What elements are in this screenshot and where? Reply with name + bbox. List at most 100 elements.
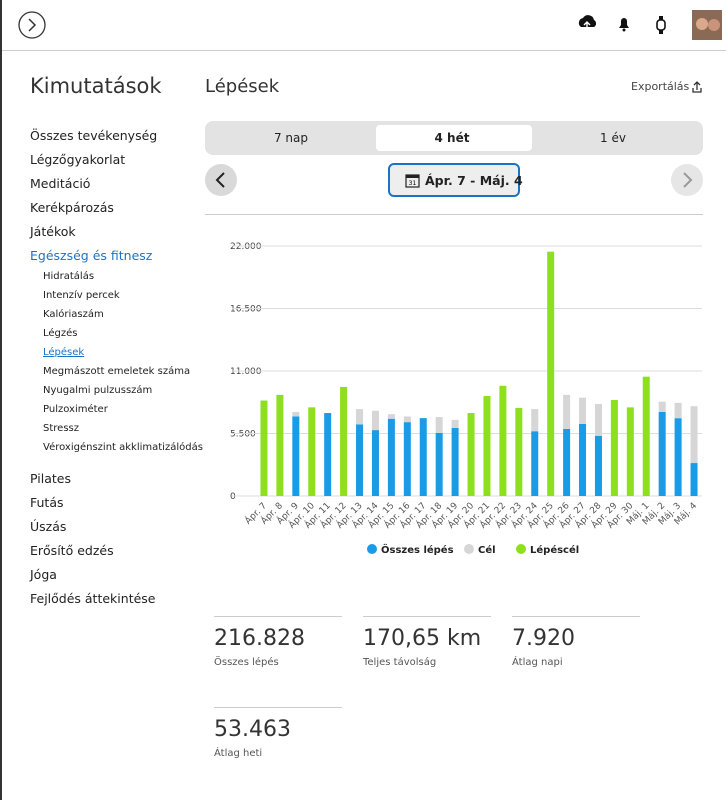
y-tick-label: 5.500 (230, 430, 256, 440)
bar (276, 394, 284, 496)
bar (371, 430, 379, 496)
page-title: Lépések (205, 76, 280, 97)
bar (547, 251, 555, 496)
sync-icon[interactable] (578, 15, 597, 30)
next-button[interactable] (671, 164, 703, 196)
sidebar-subitem[interactable]: Hidratálás (43, 271, 95, 282)
stat-label: Átlag napi (512, 657, 563, 668)
legend-label: Cél (478, 544, 496, 556)
sidebar-item[interactable]: Meditáció (30, 176, 91, 191)
stat-value: 170,65 km (363, 626, 482, 651)
notification-icon[interactable] (619, 18, 629, 32)
stat-label: Átlag heti (214, 748, 263, 759)
stat-value: 216.828 (214, 626, 305, 651)
bar (387, 418, 395, 496)
expand-button[interactable] (18, 11, 46, 39)
bar (674, 418, 682, 496)
sidebar-subitem[interactable]: Kalóriaszám (43, 309, 104, 320)
sidebar-item[interactable]: Pilates (30, 471, 71, 486)
bar (610, 399, 618, 496)
bar (658, 401, 666, 412)
y-tick-label: 16.500 (230, 305, 262, 315)
stat-value: 53.463 (214, 717, 291, 742)
date-picker[interactable] (388, 163, 520, 197)
sidebar-subitem[interactable]: Lépések (43, 347, 85, 358)
sidebar-item[interactable]: Fejlődés áttekintése (30, 591, 156, 606)
sidebar-item[interactable]: Egészség és fitnesz (30, 248, 153, 263)
bar (563, 428, 571, 496)
sidebar-item[interactable]: Légzőgyakorlat (30, 152, 126, 167)
legend-marker (464, 544, 474, 554)
sidebar-item[interactable]: Úszás (30, 519, 67, 534)
bar (371, 410, 379, 431)
stat-divider (214, 616, 342, 617)
sidebar-title: Kimutatások (30, 74, 162, 98)
sidebar-item[interactable]: Futás (30, 495, 64, 510)
bar (356, 409, 364, 425)
bar (579, 397, 587, 424)
tab[interactable]: 1 év (600, 131, 626, 145)
watch-icon[interactable] (656, 16, 666, 34)
bar (515, 407, 523, 496)
avatar[interactable] (692, 10, 722, 40)
sidebar-item[interactable]: Jóga (30, 567, 57, 582)
sidebar-item[interactable]: Erősítő edzés (30, 543, 114, 558)
tab[interactable]: 7 nap (273, 131, 309, 145)
legend-marker (367, 544, 377, 554)
svg-text:31: 31 (409, 180, 417, 187)
bar (579, 423, 587, 496)
sidebar-subitem[interactable]: Véroxigénszint akklimatizálódás (43, 442, 203, 453)
stat-value: 7.920 (512, 626, 575, 651)
top-bar (2, 0, 726, 51)
bar (435, 432, 443, 496)
bar (260, 400, 268, 496)
sidebar-subitem[interactable]: Stressz (43, 423, 79, 434)
bar (563, 394, 571, 429)
bar (594, 403, 602, 436)
bar (642, 376, 650, 496)
prev-button[interactable] (205, 164, 237, 196)
legend-label: Összes lépés (381, 542, 454, 556)
bar (419, 418, 427, 496)
bar (387, 414, 395, 419)
calendar-icon: 31 (405, 174, 420, 188)
export-button[interactable]: Exportálás (631, 80, 690, 93)
sidebar-item[interactable]: Kerékpározás (30, 200, 114, 215)
bar (435, 417, 443, 433)
sidebar-subitem[interactable]: Pulzoximéter (43, 404, 108, 415)
bar (674, 402, 682, 419)
bar (483, 396, 491, 496)
bar (340, 386, 348, 496)
stat-label: Teljes távolság (363, 657, 437, 668)
bar (451, 427, 459, 496)
tab-selected-bg (376, 125, 532, 151)
divider (205, 214, 703, 215)
sidebar-item[interactable]: Összes tevékenység (30, 128, 158, 143)
bar (356, 424, 364, 496)
bar (690, 406, 698, 464)
sidebar-subitem[interactable]: Nyugalmi pulzusszám (43, 385, 153, 396)
sidebar-item[interactable]: Játékok (30, 224, 76, 239)
bar (292, 416, 300, 496)
stat-divider (512, 616, 640, 617)
sidebar-subitem[interactable]: Légzés (43, 328, 78, 339)
bar (403, 416, 411, 423)
stat-label: Összes lépés (214, 657, 279, 668)
stat-divider (214, 707, 342, 708)
stat-divider (363, 616, 491, 617)
bar (531, 409, 539, 432)
bar (403, 422, 411, 496)
bar (308, 407, 316, 496)
y-tick-label: 22.000 (230, 242, 262, 252)
export-icon[interactable] (690, 80, 704, 94)
y-tick-label: 11.000 (230, 367, 262, 377)
bar (658, 411, 666, 496)
sidebar-subitem[interactable]: Intenzív percek (43, 290, 120, 301)
bar (626, 407, 634, 496)
tab[interactable]: 4 hét (434, 131, 470, 145)
sidebar-subitem[interactable]: Megmászott emeletek száma (43, 366, 191, 377)
bar (292, 411, 300, 417)
bar (690, 463, 698, 496)
